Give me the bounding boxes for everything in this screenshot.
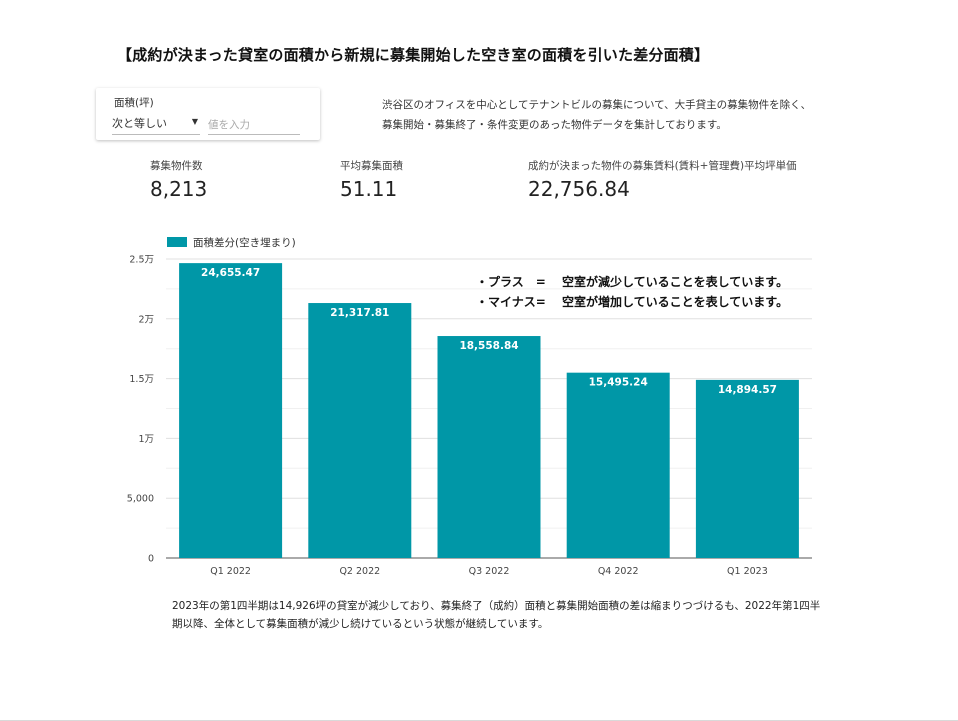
area-filter-control: 面積(坪) 次と等しい ▼ xyxy=(96,88,320,140)
description-line-2: 募集開始・募集終了・条件変更のあった物件データを集計しております。 xyxy=(382,119,727,131)
y-tick-label: 2.5万 xyxy=(129,255,154,266)
kpi-value: 8,213 xyxy=(150,177,208,201)
y-tick-label: 1万 xyxy=(138,434,154,445)
page-title: 【成約が決まった貸室の面積から新規に募集開始した空き室の面積を引いた差分面積】 xyxy=(117,46,710,64)
bar-chart: 0 5,000 1万 1.5万 2万 2.5万 24,655.47 Q1 2022 21,317… xyxy=(127,236,812,577)
kpi-label: 平均募集面積 xyxy=(340,160,403,172)
kpi-average-rent-per-tsubo: 成約が決まった物件の募集賃料(賃料+管理費)平均坪単価 22,756.84 xyxy=(528,158,797,201)
data-label: 21,317.81 xyxy=(330,307,389,319)
chart-annotation: ・マイナス= 空室が増加していることを表しています。 xyxy=(476,294,788,309)
chart-annotation: ・プラス = 空室が減少していることを表しています。 xyxy=(476,274,788,289)
kpi-value: 51.11 xyxy=(340,177,398,201)
data-label: 24,655.47 xyxy=(201,267,260,279)
filter-value-input[interactable] xyxy=(208,115,300,135)
y-tick-label: 2万 xyxy=(138,314,154,325)
kpi-listing-count: 募集物件数 8,213 xyxy=(150,158,207,201)
filter-operator-select[interactable]: 次と等しい ▼ xyxy=(112,115,200,135)
commentary: 2023年の第1四半期は14,926坪の貸室が減少しており、募集終了（成約）面積… xyxy=(172,597,872,633)
x-tick-label: Q2 2022 xyxy=(339,566,380,577)
data-label: 15,495.24 xyxy=(589,377,648,389)
legend-label: 面積差分(空き埋まり) xyxy=(193,236,296,249)
y-tick-label: 1.5万 xyxy=(129,374,154,385)
chevron-down-icon: ▼ xyxy=(191,117,198,126)
y-tick-label: 0 xyxy=(148,554,154,565)
x-tick-label: Q3 2022 xyxy=(469,566,510,577)
kpi-label: 募集物件数 xyxy=(150,160,203,172)
commentary-line-1: 2023年の第1四半期は14,926坪の貸室が減少しており、募集終了（成約）面積… xyxy=(172,600,821,612)
filter-operator-value: 次と等しい xyxy=(112,117,167,130)
kpi-average-area: 平均募集面積 51.11 xyxy=(340,158,403,201)
y-tick-label: 5,000 xyxy=(127,494,154,505)
bar-q4-2022 xyxy=(566,372,670,558)
kpi-label: 成約が決まった物件の募集賃料(賃料+管理費)平均坪単価 xyxy=(528,160,797,172)
filter-label: 面積(坪) xyxy=(114,97,154,109)
description: 渋谷区のオフィスを中心としてテナントビルの募集について、大手貸主の募集物件を除く… xyxy=(382,95,862,135)
legend-swatch xyxy=(167,237,187,247)
commentary-line-2: 期以降、全体として募集面積が減少し続けているという状態が継続しています。 xyxy=(172,618,549,630)
kpi-value: 22,756.84 xyxy=(528,177,630,201)
x-tick-label: Q4 2022 xyxy=(598,566,639,577)
data-label: 18,558.84 xyxy=(459,340,518,352)
data-label: 14,894.57 xyxy=(718,384,777,396)
bar-q1-2023 xyxy=(695,379,799,558)
x-tick-label: Q1 2022 xyxy=(210,566,251,577)
bar-q2-2022 xyxy=(308,303,412,558)
bar-q3-2022 xyxy=(437,336,541,558)
description-line-1: 渋谷区のオフィスを中心としてテナントビルの募集について、大手貸主の募集物件を除く… xyxy=(382,99,812,111)
x-tick-label: Q1 2023 xyxy=(727,566,768,577)
bar-q1-2022 xyxy=(179,263,283,558)
